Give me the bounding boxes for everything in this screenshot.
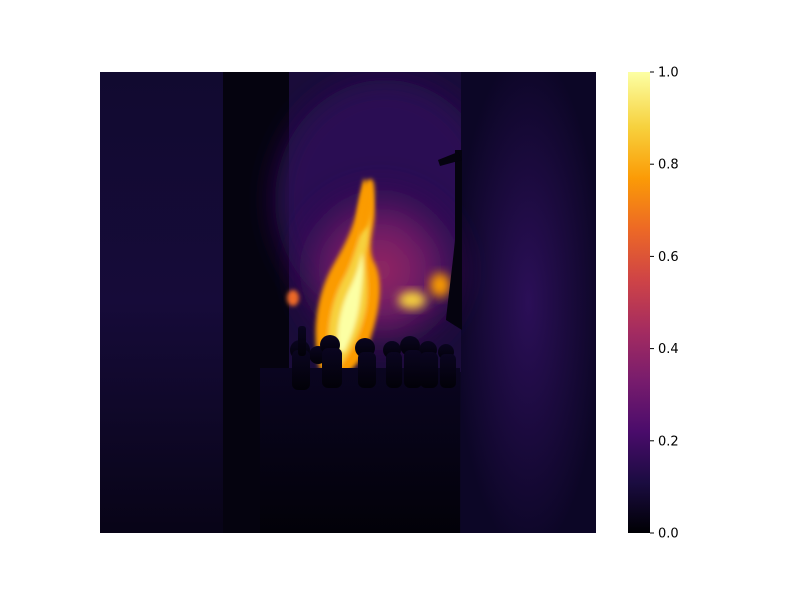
colorbar-tick-label: 0.6 [658, 250, 679, 265]
colorbar-tick-label: 1.0 [658, 66, 679, 81]
fire-secondary-glow [430, 273, 450, 297]
right-shutter-edge [446, 150, 462, 330]
colorbar-tick-label: 0.2 [658, 434, 679, 449]
colorbar: 0.0 0.2 0.4 0.6 0.8 1.0 [628, 66, 679, 542]
fire-upper-flame [357, 178, 375, 236]
fire-glow-haze [285, 175, 475, 365]
colorbar-tick-label: 0.4 [658, 342, 679, 357]
fire-left-ember [287, 290, 299, 306]
fire-secondary [398, 291, 426, 309]
crowd-silhouettes [260, 326, 460, 533]
colorbar-tick-label: 0.8 [658, 158, 679, 173]
colorbar-ticks: 0.0 0.2 0.4 0.6 0.8 1.0 [650, 66, 679, 542]
sign-bracket [438, 152, 462, 166]
left-wall-region [100, 72, 223, 533]
colorbar-tick-label: 0.0 [658, 527, 679, 542]
right-wall-region [461, 72, 596, 533]
heatmap-image [100, 72, 596, 533]
colorbar-gradient [628, 72, 650, 533]
